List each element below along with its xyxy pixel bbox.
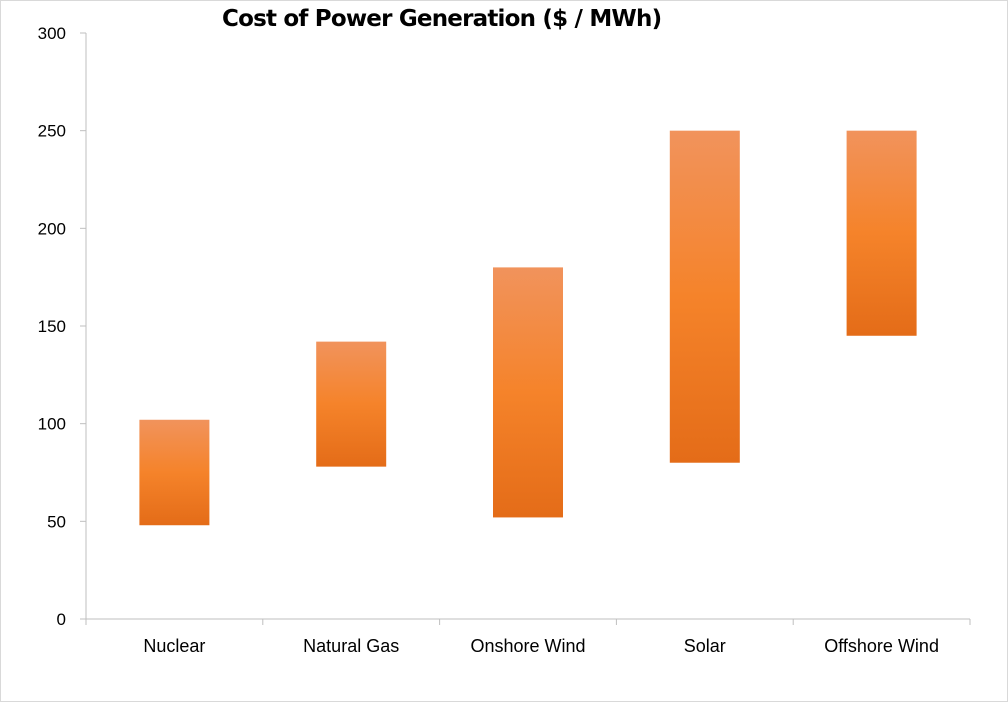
y-tick-label: 250	[38, 122, 66, 141]
range-bar-nuclear	[139, 420, 209, 525]
bars	[139, 131, 916, 526]
x-category-label: Solar	[684, 636, 726, 656]
range-bar-chart: 0 50 100 150 200 250 300 Nuclear Natural Gas Onsh…	[0, 0, 1008, 702]
y-tick-label: 150	[38, 317, 66, 336]
y-tick-label: 50	[47, 512, 66, 531]
range-bar-natural-gas	[316, 342, 386, 467]
x-category-label: Natural Gas	[303, 636, 399, 656]
x-category-label: Onshore Wind	[470, 636, 585, 656]
y-tick-label: 300	[38, 24, 66, 43]
x-category-label: Offshore Wind	[824, 636, 939, 656]
y-tick-label: 0	[57, 610, 66, 629]
range-bar-solar	[670, 131, 740, 463]
y-tick-label: 200	[38, 219, 66, 238]
x-category-label: Nuclear	[143, 636, 205, 656]
axis-labels: 0 50 100 150 200 250 300 Nuclear Natural Gas Onsh…	[38, 24, 939, 656]
y-tick-label: 100	[38, 415, 66, 434]
range-bar-offshore-wind	[847, 131, 917, 336]
range-bar-onshore-wind	[493, 267, 563, 517]
